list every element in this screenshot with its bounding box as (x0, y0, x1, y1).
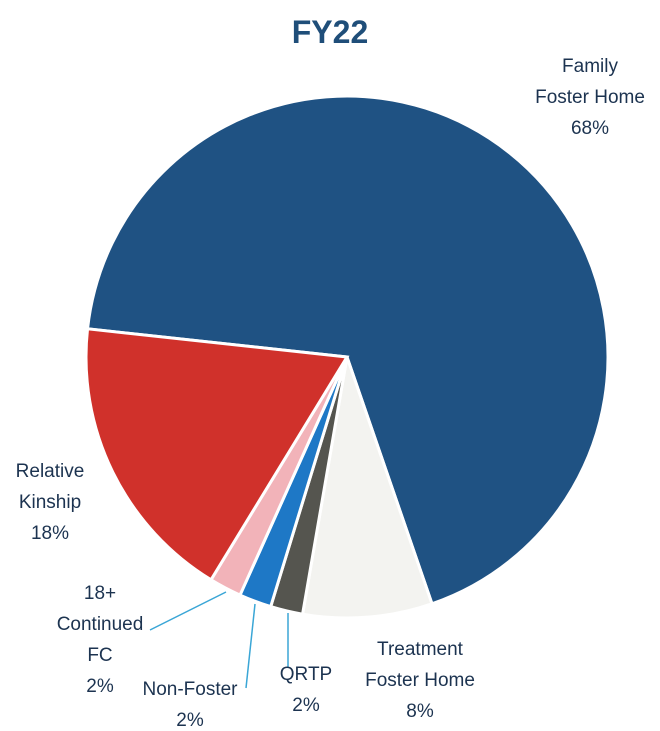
slice-label: Non-Foster 2% (100, 674, 280, 731)
category-label: Relative Kinship (15, 461, 85, 513)
leader-line (245, 603, 256, 689)
slices (84, 94, 610, 620)
slice-label: Family Foster Home 68% (500, 51, 660, 144)
category-label: Treatment Foster Home (365, 639, 475, 691)
value-label: 68% (570, 118, 610, 139)
category-label: Non-Foster (142, 679, 238, 700)
category-label: Family Foster Home (535, 56, 645, 108)
value-label: 2% (86, 676, 114, 697)
slice-label: 18+ Continued FC 2% (10, 578, 190, 702)
slice-label: Relative Kinship 18% (0, 456, 140, 549)
slice-label: QRTP 2% (216, 659, 396, 721)
slice-label: Treatment Foster Home 8% (330, 634, 510, 727)
chart-title: FY22 (291, 14, 369, 50)
value-label: 2% (292, 695, 320, 716)
leader-line (149, 591, 227, 631)
value-label: 8% (406, 701, 434, 722)
value-label: 18% (30, 523, 70, 544)
pie-slice (84, 327, 350, 582)
pie-slice (85, 94, 610, 606)
value-label: 2% (176, 710, 204, 731)
category-label: 18+ Continued FC (56, 583, 144, 666)
category-label: QRTP (279, 664, 333, 685)
pie-slice (300, 356, 434, 620)
